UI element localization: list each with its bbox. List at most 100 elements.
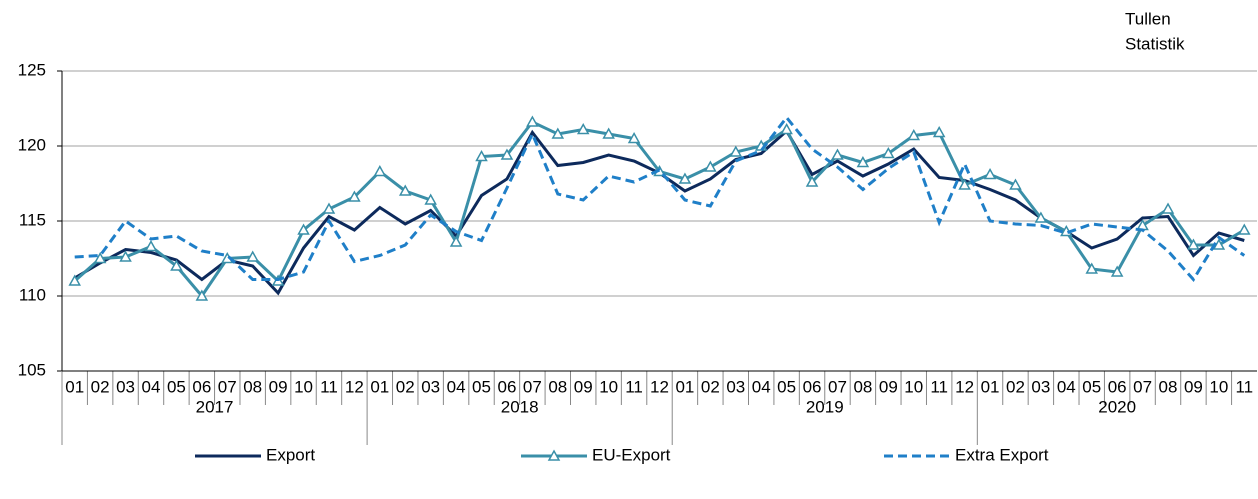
- x-tick-label: 09: [1184, 377, 1203, 396]
- x-tick-label: 02: [396, 377, 415, 396]
- marker: [1187, 238, 1200, 250]
- marker: [704, 160, 717, 172]
- marker: [398, 184, 412, 196]
- legend-marker: [547, 449, 561, 461]
- x-tick-label: 10: [1209, 377, 1228, 396]
- x-group-label: 2018: [501, 397, 539, 416]
- x-tick-label: 05: [1082, 377, 1101, 396]
- x-tick-label: 03: [1031, 377, 1050, 396]
- marker: [576, 122, 590, 135]
- x-tick-label: 10: [294, 377, 313, 396]
- annotation: Tullen: [1125, 9, 1171, 28]
- marker: [831, 148, 844, 160]
- x-tick-label: 04: [752, 377, 771, 396]
- marker: [500, 148, 514, 160]
- x-tick-label: 04: [447, 377, 466, 396]
- x-tick-label: 09: [879, 377, 898, 396]
- x-tick-label: 01: [370, 377, 389, 396]
- marker: [602, 127, 615, 139]
- x-tick-label: 10: [904, 377, 923, 396]
- marker: [170, 259, 183, 271]
- marker: [348, 190, 361, 202]
- x-tick-label: 04: [1057, 377, 1076, 396]
- x-tick-label: 08: [1159, 377, 1178, 396]
- legend-label: Export: [266, 445, 315, 464]
- marker: [856, 155, 870, 168]
- marker: [729, 145, 743, 157]
- x-tick-label: 02: [701, 377, 720, 396]
- x-tick-label: 06: [1108, 377, 1127, 396]
- marker: [246, 250, 259, 262]
- marker: [144, 239, 158, 252]
- x-tick-label: 01: [981, 377, 1000, 396]
- line-series: [73, 120, 1246, 299]
- x-tick-label: 09: [269, 377, 288, 396]
- x-tick-label: 11: [320, 377, 338, 396]
- marker: [907, 128, 921, 141]
- marker: [119, 250, 132, 262]
- marker: [882, 146, 895, 159]
- marker: [1034, 211, 1048, 223]
- x-tick-label: 09: [574, 377, 593, 396]
- marker: [780, 122, 793, 135]
- x-tick-label: 03: [116, 377, 135, 396]
- marker: [297, 223, 310, 235]
- x-tick-label: 06: [803, 377, 822, 396]
- marker: [983, 167, 997, 180]
- marker: [1161, 202, 1175, 214]
- x-tick-label: 11: [930, 377, 948, 396]
- marker: [551, 127, 565, 139]
- x-tick-label: 02: [91, 377, 110, 396]
- x-tick-label: 10: [599, 377, 618, 396]
- x-tick-label: 12: [955, 377, 974, 396]
- line-series: [74, 115, 1246, 283]
- x-tick-label: 05: [167, 377, 186, 396]
- marker: [958, 178, 971, 190]
- x-tick-label: 06: [497, 377, 516, 396]
- marker: [1085, 262, 1099, 274]
- legend-label: Extra Export: [955, 445, 1049, 464]
- marker: [526, 115, 539, 127]
- marker: [68, 274, 81, 286]
- x-group-label: 2020: [1098, 397, 1136, 416]
- marker: [1110, 265, 1124, 277]
- x-tick-label: 08: [548, 377, 567, 396]
- legend-label: EU-Export: [592, 445, 671, 464]
- x-tick-label: 11: [1235, 377, 1253, 396]
- marker: [627, 131, 641, 144]
- annotation: Statistik: [1125, 34, 1185, 53]
- x-tick-label: 04: [142, 377, 161, 396]
- y-tick-label: 110: [19, 285, 46, 304]
- line-series: [73, 128, 1245, 296]
- marker: [932, 125, 946, 138]
- x-tick-label: 01: [65, 377, 84, 396]
- x-tick-label: 08: [853, 377, 872, 396]
- marker: [322, 202, 336, 214]
- x-tick-label: 07: [828, 377, 847, 396]
- x-tick-label: 03: [421, 377, 440, 396]
- x-tick-label: 02: [1006, 377, 1025, 396]
- marker: [195, 289, 209, 301]
- y-tick-label: 115: [19, 210, 46, 229]
- marker: [475, 149, 488, 162]
- marker: [93, 251, 107, 264]
- x-tick-label: 05: [777, 377, 796, 396]
- x-tick-label: 12: [345, 377, 364, 396]
- x-tick-label: 01: [675, 377, 694, 396]
- x-tick-label: 05: [472, 377, 491, 396]
- marker: [1009, 178, 1022, 190]
- marker: [424, 193, 437, 205]
- x-group-label: 2017: [196, 397, 234, 416]
- y-tick-label: 105: [18, 360, 46, 379]
- x-tick-label: 07: [523, 377, 542, 396]
- y-tick-label: 120: [18, 135, 46, 154]
- x-tick-label: 08: [243, 377, 262, 396]
- x-group-label: 2019: [806, 397, 844, 416]
- marker: [805, 175, 819, 187]
- x-tick-label: 07: [1133, 377, 1152, 396]
- x-tick-label: 07: [218, 377, 237, 396]
- marker: [678, 172, 692, 184]
- x-tick-label: 03: [726, 377, 745, 396]
- marker: [373, 164, 387, 177]
